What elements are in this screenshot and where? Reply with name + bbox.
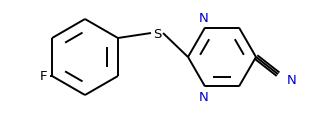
- Text: S: S: [153, 27, 161, 40]
- Text: F: F: [39, 70, 47, 83]
- Text: N: N: [199, 12, 209, 24]
- Text: N: N: [199, 91, 209, 104]
- Text: N: N: [286, 73, 296, 86]
